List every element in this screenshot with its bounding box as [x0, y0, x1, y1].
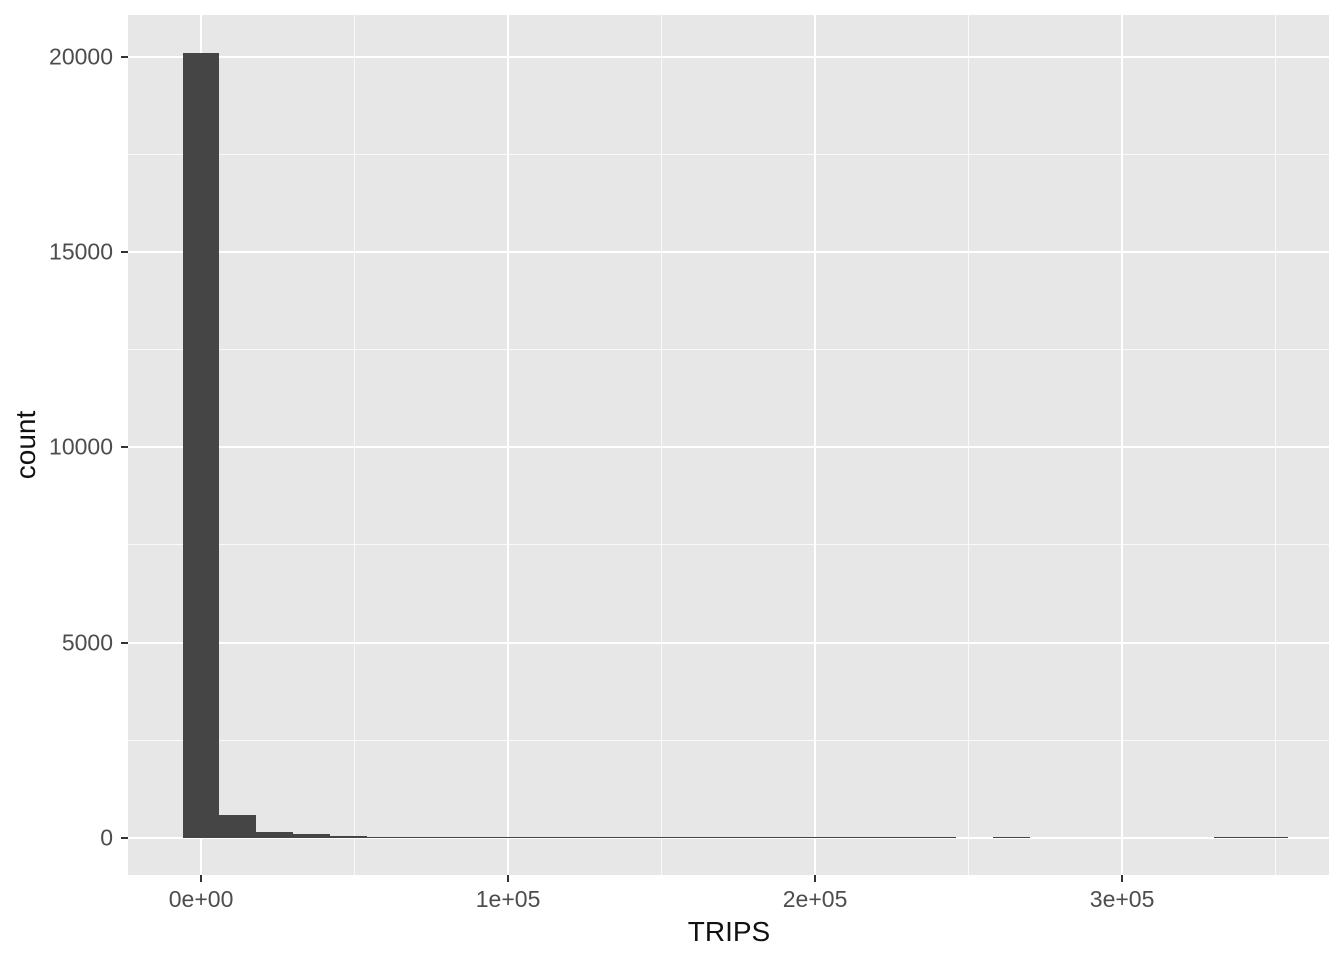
x-axis-title: TRIPS: [687, 916, 771, 947]
x-minor-gridline: [661, 15, 663, 875]
y-tick-label: 5000: [61, 629, 113, 656]
histogram-bar: [882, 837, 920, 838]
histogram-bar: [1251, 837, 1288, 838]
histogram-bar: [551, 837, 588, 838]
x-major-gridline: [507, 15, 510, 875]
y-axis-title: count: [10, 410, 41, 480]
histogram-bar: [182, 52, 220, 838]
y-major-gridline: [128, 55, 1329, 58]
plot-panel: [128, 15, 1329, 875]
x-tick-mark: [200, 875, 203, 882]
y-tick-mark: [121, 641, 128, 644]
y-tick-label: 20000: [49, 43, 113, 70]
y-tick-label: 15000: [49, 238, 113, 265]
y-tick-label: 10000: [49, 433, 113, 460]
y-major-gridline: [128, 836, 1329, 839]
histogram-bar: [256, 832, 294, 838]
x-tick-mark: [507, 875, 510, 882]
x-tick-mark: [814, 875, 817, 882]
y-minor-gridline: [128, 153, 1329, 155]
histogram-bar: [919, 837, 957, 838]
histogram-bar: [1214, 837, 1251, 838]
histogram-bar: [440, 837, 478, 838]
x-minor-gridline: [1275, 15, 1277, 875]
y-major-gridline: [128, 251, 1329, 254]
histogram-bar: [808, 837, 846, 838]
histogram-bar: [624, 837, 662, 838]
y-major-gridline: [128, 446, 1329, 449]
y-tick-mark: [121, 251, 128, 254]
y-tick-label: 0: [100, 824, 113, 851]
histogram-bar: [735, 837, 773, 838]
y-tick-mark: [121, 55, 128, 58]
y-minor-gridline: [128, 739, 1329, 741]
y-tick-mark: [121, 446, 128, 449]
histogram-bar: [587, 837, 625, 838]
x-tick-label: 2e+05: [782, 886, 848, 912]
y-minor-gridline: [128, 544, 1329, 546]
histogram-bar: [698, 837, 736, 838]
x-tick-label: 1e+05: [475, 886, 541, 912]
histogram-bar: [293, 834, 330, 838]
x-major-gridline: [814, 15, 817, 875]
x-tick-label: 0e+00: [168, 886, 234, 912]
y-major-gridline: [128, 641, 1329, 644]
x-major-gridline: [1121, 15, 1124, 875]
histogram-bar: [403, 836, 441, 838]
histogram-bar: [661, 837, 699, 838]
y-minor-gridline: [128, 349, 1329, 351]
x-tick-mark: [1121, 875, 1124, 882]
x-minor-gridline: [354, 15, 356, 875]
histogram-bar: [845, 837, 883, 838]
y-tick-mark: [121, 836, 128, 839]
histogram-bar: [366, 836, 404, 838]
histogram-bar: [330, 836, 367, 838]
histogram-bar: [219, 814, 257, 838]
histogram-bar: [514, 837, 552, 838]
x-minor-gridline: [968, 15, 970, 875]
histogram-bar: [477, 837, 515, 838]
histogram-bar: [772, 837, 809, 838]
histogram-bar: [993, 837, 1030, 838]
x-tick-label: 3e+05: [1089, 886, 1155, 912]
